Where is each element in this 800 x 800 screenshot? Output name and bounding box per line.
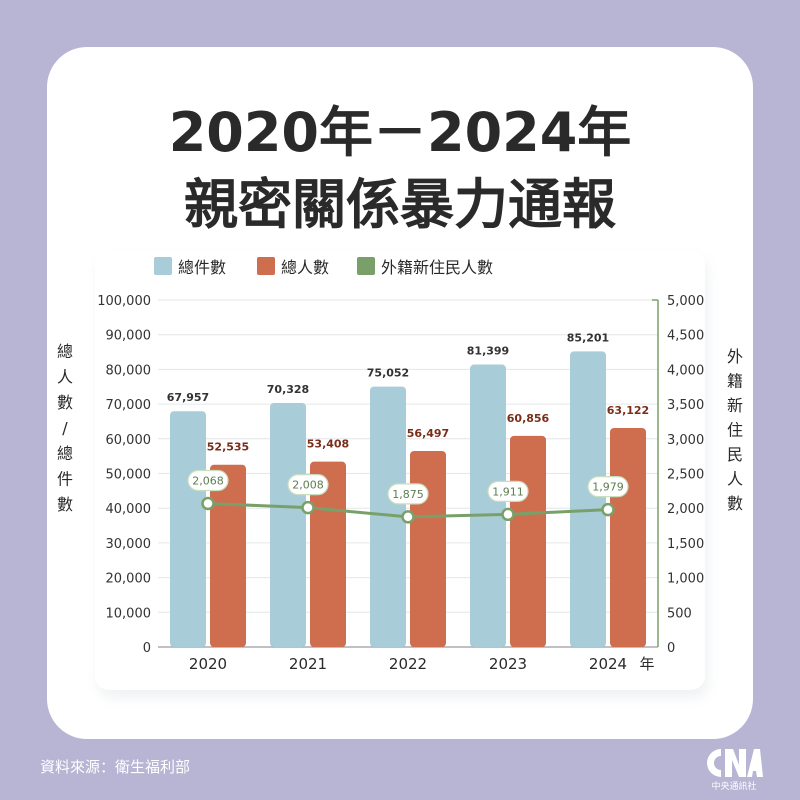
legend-swatch bbox=[357, 257, 375, 275]
y2-tick-label: 0 bbox=[667, 641, 675, 656]
legend-swatch bbox=[154, 257, 172, 275]
x-tick-label: 2020 bbox=[189, 655, 227, 673]
y-tick-label: 30,000 bbox=[106, 537, 152, 552]
y-tick-label: 80,000 bbox=[106, 363, 152, 378]
legend-swatch bbox=[257, 257, 275, 275]
y-axis-title-char: 數 bbox=[57, 495, 73, 514]
data-label-total-cases: 70,328 bbox=[267, 383, 309, 396]
y2-tick-label: 1,500 bbox=[667, 537, 704, 552]
bar-total-persons bbox=[410, 450, 446, 647]
data-label-total-persons: 53,408 bbox=[307, 438, 349, 451]
y2-tick-label: 2,500 bbox=[667, 468, 704, 483]
y-tick-label: 60,000 bbox=[106, 433, 152, 448]
y-axis-title-char: 人 bbox=[57, 368, 73, 387]
y-tick-label: 100,000 bbox=[97, 294, 151, 309]
line-label-box bbox=[387, 483, 429, 505]
source-note: 資料來源：衛生福利部 bbox=[40, 758, 191, 776]
logo-text: 中央通訊社 bbox=[711, 780, 756, 791]
y2-axis-title-char: 外 bbox=[727, 347, 743, 366]
x-tick-label: 2022 bbox=[389, 655, 427, 673]
y-axis-title-char: 件 bbox=[57, 470, 73, 489]
legend-label: 總人數 bbox=[281, 258, 329, 277]
data-label-total-persons: 56,497 bbox=[407, 427, 449, 440]
data-label-foreign-residents: 1,875 bbox=[392, 488, 424, 501]
x-tick-label: 2024 bbox=[589, 655, 627, 673]
bar-total-persons bbox=[610, 427, 646, 647]
data-label-foreign-residents: 2,068 bbox=[192, 474, 224, 487]
title-line-2: 親密關係暴力通報 bbox=[184, 173, 616, 236]
data-label-total-cases: 75,052 bbox=[367, 367, 409, 380]
line-label-box bbox=[287, 474, 329, 496]
line-point bbox=[301, 500, 315, 515]
y2-axis-title-char: 數 bbox=[727, 494, 743, 513]
y2-tick-label: 1,000 bbox=[667, 572, 704, 587]
y2-axis-title-char: 新 bbox=[727, 396, 743, 415]
bar-total-persons bbox=[210, 464, 246, 647]
y-axis-title-char: 總 bbox=[57, 444, 73, 463]
bar-total-cases bbox=[470, 364, 506, 647]
line-point bbox=[401, 510, 415, 524]
data-label-foreign-residents: 1,979 bbox=[592, 481, 624, 494]
y2-axis-title-char: 人 bbox=[727, 470, 743, 489]
data-label-total-persons: 52,535 bbox=[207, 441, 249, 454]
y2-axis-title-char: 籍 bbox=[727, 372, 743, 391]
y2-axis-title-char: 民 bbox=[727, 445, 743, 464]
bar-total-cases bbox=[170, 411, 206, 647]
cna-logo-icon: 中央通訊社 bbox=[707, 749, 763, 791]
line-point bbox=[601, 502, 615, 517]
y-tick-label: 70,000 bbox=[106, 398, 152, 413]
y-axis-title-char: 總 bbox=[57, 342, 73, 361]
data-label-total-cases: 85,201 bbox=[567, 331, 609, 344]
data-label-total-cases: 81,399 bbox=[467, 345, 509, 358]
bar-total-cases bbox=[370, 386, 406, 647]
line-point bbox=[501, 507, 515, 522]
data-label-total-cases: 67,957 bbox=[167, 391, 209, 404]
title-line-1: 2020年－2024年 bbox=[168, 101, 632, 164]
legend-label: 外籍新住民人數 bbox=[381, 258, 493, 277]
line-label-box bbox=[487, 480, 529, 502]
line-point bbox=[201, 496, 215, 511]
y-tick-label: 20,000 bbox=[106, 572, 152, 587]
bar-total-persons bbox=[510, 435, 546, 647]
x-tick-label: 2021 bbox=[289, 655, 327, 673]
y-tick-label: 0 bbox=[143, 641, 151, 656]
data-label-total-persons: 63,122 bbox=[607, 404, 649, 417]
line-label-box bbox=[587, 476, 629, 498]
y2-tick-label: 5,000 bbox=[667, 294, 704, 309]
legend-label: 總件數 bbox=[178, 258, 226, 277]
x-tick-label: 2023 bbox=[489, 655, 527, 673]
data-label-foreign-residents: 2,008 bbox=[292, 479, 324, 492]
y-tick-label: 90,000 bbox=[106, 329, 152, 344]
line-label-box bbox=[187, 469, 229, 492]
y-axis-title-char: / bbox=[62, 419, 68, 438]
x-unit-label: 年 bbox=[639, 655, 654, 673]
data-label-foreign-residents: 1,911 bbox=[492, 485, 524, 498]
y2-tick-label: 3,500 bbox=[667, 398, 704, 413]
y2-axis-title-char: 住 bbox=[727, 421, 743, 440]
y2-tick-label: 4,500 bbox=[667, 329, 704, 344]
bar-total-cases bbox=[270, 402, 306, 647]
y-tick-label: 50,000 bbox=[106, 468, 152, 483]
y2-tick-label: 4,000 bbox=[667, 363, 704, 378]
bar-total-cases bbox=[570, 351, 606, 647]
y2-tick-label: 500 bbox=[667, 606, 692, 621]
y-tick-label: 10,000 bbox=[106, 606, 152, 621]
y2-tick-label: 2,000 bbox=[667, 502, 704, 517]
data-label-total-persons: 60,856 bbox=[507, 412, 550, 425]
y-axis-title-char: 數 bbox=[57, 393, 73, 412]
y-tick-label: 40,000 bbox=[106, 502, 152, 517]
y2-tick-label: 3,000 bbox=[667, 433, 704, 448]
